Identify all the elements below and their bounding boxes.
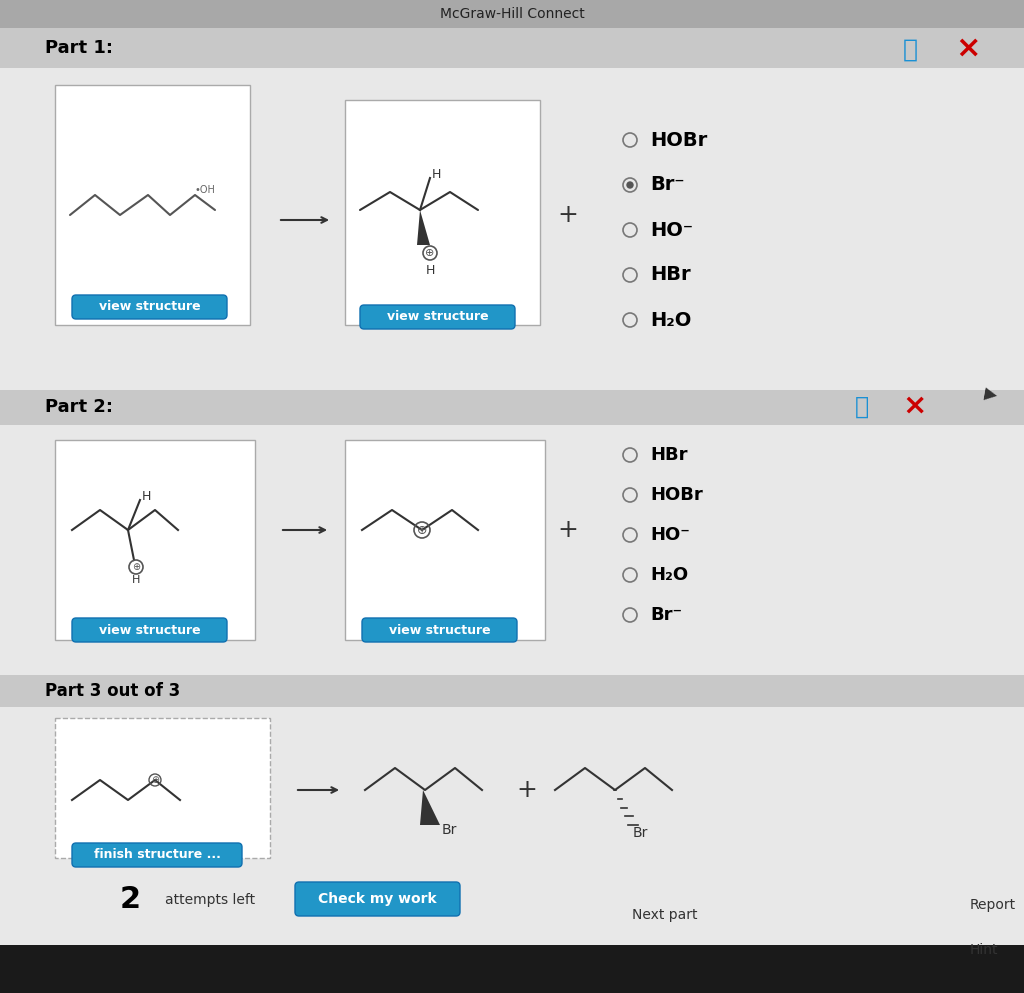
Text: ⊕: ⊕	[132, 562, 140, 572]
Text: Next part: Next part	[632, 908, 697, 922]
Text: Br: Br	[442, 823, 458, 837]
FancyBboxPatch shape	[0, 425, 1024, 675]
Text: Br: Br	[633, 826, 648, 840]
Circle shape	[627, 182, 633, 188]
Text: +: +	[557, 203, 579, 227]
FancyBboxPatch shape	[0, 707, 1024, 882]
Text: HBr: HBr	[650, 446, 687, 464]
Text: 2: 2	[120, 886, 140, 915]
Text: ⊕: ⊕	[417, 523, 427, 536]
Text: H: H	[142, 490, 152, 502]
FancyBboxPatch shape	[72, 843, 242, 867]
FancyBboxPatch shape	[0, 0, 1024, 28]
Text: Part 2:: Part 2:	[45, 398, 113, 416]
FancyBboxPatch shape	[55, 718, 270, 858]
FancyBboxPatch shape	[0, 675, 1024, 707]
Text: view structure: view structure	[387, 311, 488, 324]
Text: +: +	[516, 778, 538, 802]
Text: ×: ×	[955, 34, 981, 63]
Text: H: H	[432, 168, 441, 181]
Text: HO⁻: HO⁻	[650, 220, 693, 239]
Text: H: H	[425, 263, 434, 276]
Text: HOBr: HOBr	[650, 130, 708, 150]
Text: ⊕: ⊕	[151, 775, 159, 785]
FancyBboxPatch shape	[55, 440, 255, 640]
Text: Part 1:: Part 1:	[45, 39, 113, 57]
Text: H: H	[132, 575, 140, 585]
Text: HBr: HBr	[650, 265, 690, 285]
Text: ×: ×	[903, 392, 927, 420]
Text: ▶: ▶	[982, 385, 997, 405]
Text: Part 3 out of 3: Part 3 out of 3	[45, 682, 180, 700]
Text: view structure: view structure	[98, 624, 201, 637]
FancyBboxPatch shape	[295, 882, 460, 916]
FancyBboxPatch shape	[0, 880, 1024, 945]
Text: Check my work: Check my work	[318, 892, 437, 906]
Text: Hint: Hint	[970, 943, 998, 957]
Text: Report: Report	[970, 898, 1016, 912]
FancyBboxPatch shape	[0, 390, 1024, 425]
Text: H₂O: H₂O	[650, 566, 688, 584]
Polygon shape	[420, 790, 440, 825]
FancyBboxPatch shape	[0, 68, 1024, 390]
FancyBboxPatch shape	[72, 295, 227, 319]
Text: ⌕: ⌕	[855, 395, 869, 419]
Text: +: +	[557, 518, 579, 542]
FancyBboxPatch shape	[345, 440, 545, 640]
Text: view structure: view structure	[389, 624, 490, 637]
FancyBboxPatch shape	[55, 85, 250, 325]
Text: finish structure ...: finish structure ...	[93, 848, 220, 862]
FancyBboxPatch shape	[0, 880, 1024, 993]
Text: •OH: •OH	[195, 185, 216, 195]
FancyBboxPatch shape	[345, 100, 540, 325]
FancyBboxPatch shape	[360, 305, 515, 329]
Polygon shape	[417, 210, 430, 245]
Text: ⌕: ⌕	[902, 38, 918, 62]
FancyBboxPatch shape	[362, 618, 517, 642]
Text: Br⁻: Br⁻	[650, 176, 684, 195]
Text: Br⁻: Br⁻	[650, 606, 682, 624]
FancyBboxPatch shape	[0, 28, 1024, 68]
Text: H₂O: H₂O	[650, 311, 691, 330]
Text: HO⁻: HO⁻	[650, 526, 690, 544]
Text: attempts left: attempts left	[165, 893, 255, 907]
Text: HOBr: HOBr	[650, 486, 702, 504]
Text: McGraw-Hill Connect: McGraw-Hill Connect	[439, 7, 585, 21]
Text: view structure: view structure	[98, 301, 201, 314]
Text: ⊕: ⊕	[425, 248, 434, 258]
FancyBboxPatch shape	[72, 618, 227, 642]
